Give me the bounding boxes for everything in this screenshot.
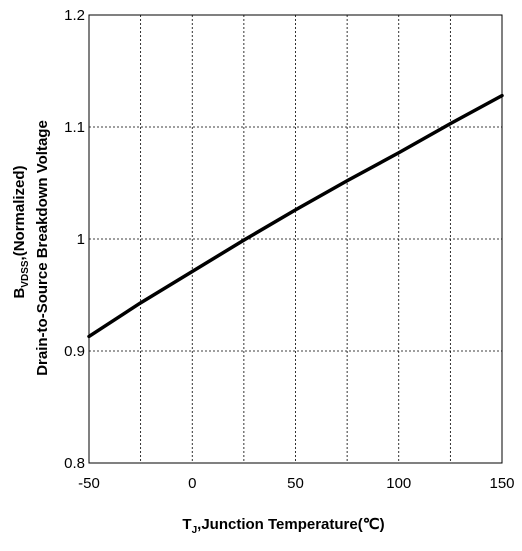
x-tick-label: -50 bbox=[78, 475, 100, 492]
y-tick-labels: 0.8 0.9 1 1.1 1.2 bbox=[64, 7, 85, 472]
y-tick-label: 0.8 bbox=[64, 455, 85, 472]
series-line bbox=[87, 93, 504, 339]
plot-frame bbox=[88, 14, 503, 464]
x-tick-label: 50 bbox=[287, 475, 304, 492]
y-axis-title: BVDSS,(Normalized) Drain-to-Source Break… bbox=[11, 120, 51, 376]
x-axis-title: TJ,Junction Temperature(℃) bbox=[182, 516, 384, 536]
y-axis-title-prefix: B bbox=[11, 288, 28, 299]
x-axis-title-prefix: T bbox=[182, 516, 191, 533]
y-axis-title-subscript: VDSS bbox=[20, 260, 31, 288]
y-tick-label: 1.2 bbox=[64, 7, 85, 24]
x-tick-label: 0 bbox=[188, 475, 196, 492]
y-axis-title-line2: Drain-to-Source Breakdown Voltage bbox=[34, 120, 51, 376]
x-axis-title-rest: ,Junction Temperature(℃) bbox=[197, 516, 384, 533]
y-tick-label: 1.1 bbox=[64, 119, 85, 136]
y-axis-title-rest: ,(Normalized) bbox=[11, 165, 28, 260]
x-tick-labels: -50 0 50 100 150 bbox=[78, 475, 514, 492]
y-tick-label: 1 bbox=[77, 231, 85, 248]
y-axis-title-line1: BVDSS,(Normalized) bbox=[11, 165, 31, 298]
grid bbox=[89, 15, 502, 463]
series-layer bbox=[87, 93, 504, 339]
x-axis-title-subscript: J bbox=[192, 525, 198, 536]
x-tick-label: 150 bbox=[489, 475, 514, 492]
y-tick-label: 0.9 bbox=[64, 343, 85, 360]
x-tick-label: 100 bbox=[386, 475, 411, 492]
